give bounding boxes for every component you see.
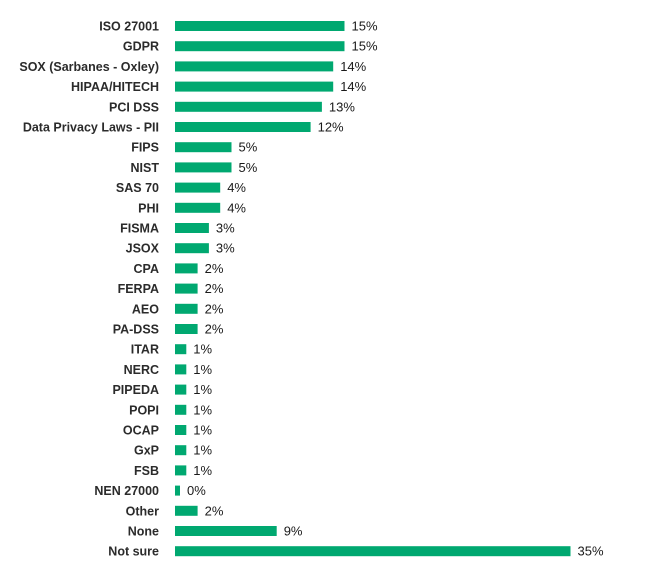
category-label: GxP [134, 444, 159, 458]
bar [175, 21, 345, 31]
value-label: 1% [193, 423, 212, 438]
bar [175, 324, 198, 334]
value-label: 5% [239, 160, 258, 175]
value-label: 0% [187, 483, 206, 498]
category-label: PIPEDA [112, 383, 159, 397]
value-label: 14% [340, 59, 366, 74]
value-label: 35% [578, 544, 604, 559]
bar [175, 243, 209, 254]
value-label: 13% [329, 99, 355, 114]
bar [175, 485, 180, 496]
value-label: 4% [227, 200, 246, 215]
bar [175, 526, 277, 536]
category-label: SOX (Sarbanes - Oxley) [19, 60, 159, 74]
bars [175, 21, 571, 557]
value-label: 15% [352, 39, 378, 54]
value-labels: 15% 15% 14% 14% 13% 12% 5% 5% 4% 4% 3% 3% 2% 2% 2% 2% 1%… [187, 19, 604, 559]
bar [175, 303, 198, 314]
bar [175, 142, 232, 153]
value-label: 4% [227, 180, 246, 195]
value-label: 1% [193, 382, 212, 397]
category-label: OCAP [123, 424, 159, 438]
bar [175, 223, 209, 233]
category-label: HIPAA/HITECH [71, 80, 159, 94]
bar [175, 445, 187, 456]
category-label: JSOX [126, 242, 160, 256]
category-label: NIST [131, 161, 160, 175]
bar [175, 162, 232, 173]
category-labels: ISO 27001 GDPR SOX (Sarbanes - Oxley) HIPAA… [19, 20, 159, 559]
bar [175, 122, 311, 132]
value-label: 9% [284, 524, 303, 539]
category-label: Not sure [108, 545, 159, 559]
category-label: PCI DSS [109, 100, 159, 114]
value-label: 1% [193, 463, 212, 478]
bar [175, 546, 571, 557]
category-label: Data Privacy Laws - PII [23, 121, 159, 135]
value-label: 2% [205, 281, 224, 296]
bar [175, 202, 221, 213]
category-label: Other [126, 504, 159, 518]
bar [175, 465, 187, 476]
value-label: 2% [205, 301, 224, 316]
bar [175, 364, 187, 375]
category-label: POPI [129, 403, 159, 417]
category-label: None [128, 525, 159, 539]
value-label: 1% [193, 342, 212, 357]
value-label: 15% [352, 19, 378, 34]
category-label: NERC [124, 363, 159, 377]
category-label: GDPR [123, 40, 159, 54]
category-label: ISO 27001 [99, 20, 159, 34]
bar [175, 81, 334, 92]
category-label: NEN 27000 [94, 484, 159, 498]
value-label: 12% [318, 120, 344, 135]
bar [175, 425, 187, 435]
bar [175, 263, 198, 274]
category-label: ITAR [131, 343, 159, 357]
value-label: 1% [193, 362, 212, 377]
category-label: SAS 70 [116, 181, 159, 195]
category-label: PA-DSS [113, 323, 159, 337]
bar [175, 344, 187, 355]
value-label: 2% [205, 322, 224, 337]
category-label: FISMA [120, 222, 159, 236]
value-label: 1% [193, 402, 212, 417]
category-label: FERPA [118, 282, 159, 296]
value-label: 5% [239, 140, 258, 155]
category-label: FIPS [131, 141, 159, 155]
bar [175, 404, 187, 415]
category-label: FSB [134, 464, 159, 478]
value-label: 2% [205, 261, 224, 276]
bar [175, 41, 345, 52]
value-label: 3% [216, 241, 235, 256]
bar [175, 384, 187, 395]
bar [175, 182, 221, 193]
value-label: 14% [340, 79, 366, 94]
category-label: CPA [134, 262, 159, 276]
bar [175, 61, 334, 72]
category-label: PHI [138, 201, 159, 215]
category-label: AEO [132, 302, 159, 316]
bar [175, 505, 198, 516]
value-label: 1% [193, 443, 212, 458]
bar [175, 101, 322, 112]
bar [175, 283, 198, 294]
value-label: 3% [216, 221, 235, 236]
value-label: 2% [205, 503, 224, 518]
